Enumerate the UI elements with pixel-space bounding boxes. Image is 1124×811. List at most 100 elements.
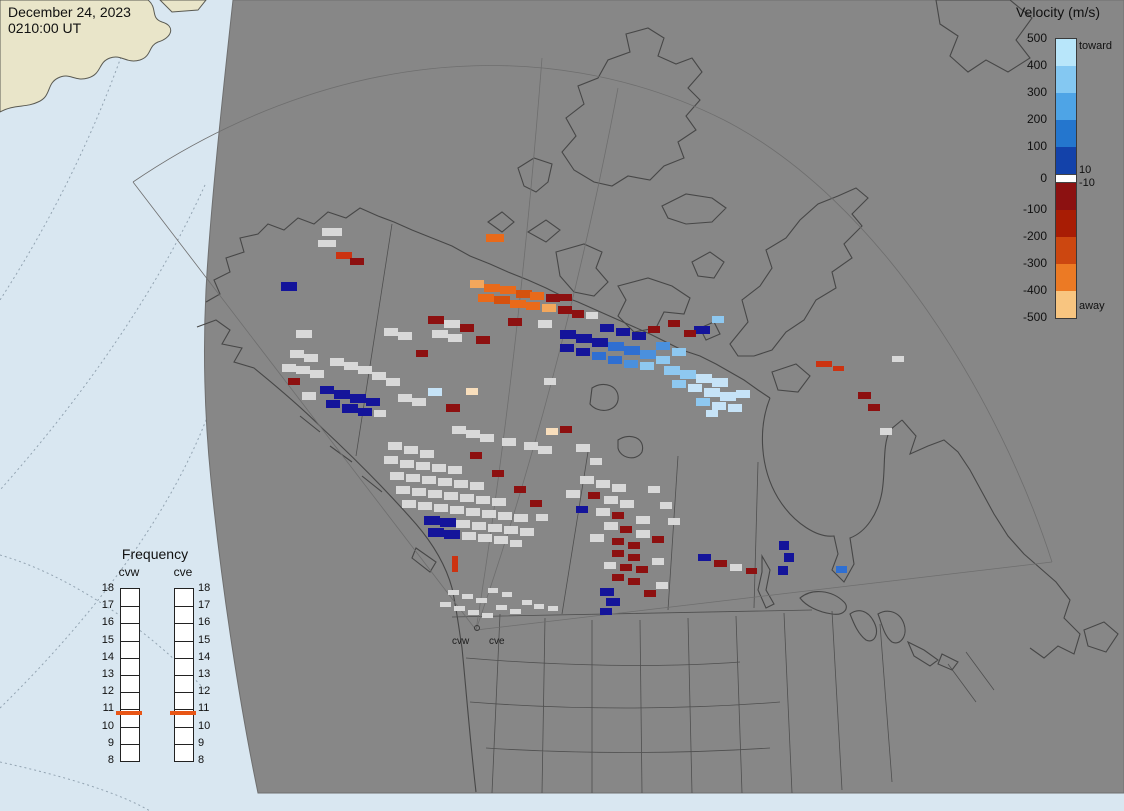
data-cell <box>628 578 640 585</box>
data-cell <box>560 330 576 339</box>
data-cell <box>546 428 558 435</box>
velocity-tick-label: 100 <box>1026 139 1047 153</box>
data-cell <box>560 344 574 352</box>
data-cell <box>480 434 494 442</box>
data-cell <box>858 392 871 399</box>
data-cell <box>620 564 632 571</box>
data-cell <box>502 438 516 446</box>
data-cell <box>466 508 480 516</box>
data-cell <box>326 400 340 408</box>
lakes <box>589 383 959 671</box>
data-cells <box>281 228 904 618</box>
freq-tick-label: 16 <box>198 616 211 629</box>
data-cell <box>454 606 465 611</box>
coast-west <box>196 319 477 793</box>
freq-tick-label: 17 <box>198 599 211 612</box>
data-cell <box>624 360 638 368</box>
data-cell <box>330 358 344 366</box>
data-cell <box>440 602 451 607</box>
data-cell <box>816 361 832 367</box>
data-cell <box>502 592 512 597</box>
freq-tick-label: 9 <box>198 736 205 749</box>
colorbar-segment <box>1056 210 1076 237</box>
data-cell <box>746 568 757 574</box>
data-cell <box>428 490 442 498</box>
data-cell <box>640 362 654 370</box>
data-cell <box>384 456 398 464</box>
data-cell <box>784 553 794 562</box>
data-cell <box>281 282 297 291</box>
data-cell <box>466 388 478 395</box>
data-cell <box>698 554 711 561</box>
data-cell <box>374 410 386 417</box>
data-cell <box>492 498 506 506</box>
freq-bar-cvw <box>120 588 140 762</box>
data-cell <box>778 566 788 575</box>
colorbar-segment <box>1056 237 1076 264</box>
data-cell <box>640 350 656 359</box>
data-cell <box>696 374 712 383</box>
frequency-title: Frequency <box>121 546 189 562</box>
data-cell <box>604 562 616 569</box>
freq-tick-label: 13 <box>101 668 114 680</box>
data-cell <box>664 366 680 375</box>
night-region <box>203 0 1124 794</box>
data-cell <box>386 378 400 386</box>
data-cell <box>680 370 696 379</box>
data-cell <box>398 394 412 402</box>
radar-fov-lines <box>132 57 1053 631</box>
freq-marker-cve <box>170 710 196 715</box>
freq-marker-cvw <box>116 710 142 715</box>
data-cell <box>484 284 500 292</box>
data-cell <box>608 356 622 364</box>
velocity-tick-label: 300 <box>1026 85 1047 99</box>
data-cell <box>494 296 510 304</box>
data-cell <box>592 338 608 347</box>
time-label: 0210:00 UT <box>8 20 82 37</box>
data-cell <box>476 336 490 344</box>
freq-tick-label: 10 <box>198 719 211 732</box>
data-cell <box>496 605 507 610</box>
data-cell <box>468 610 479 615</box>
data-cell <box>318 240 336 247</box>
coast-hudson-bay <box>761 397 903 583</box>
data-cell <box>656 342 670 350</box>
data-cell <box>590 458 602 465</box>
data-cell <box>302 392 316 400</box>
data-cell <box>320 386 334 394</box>
data-cell <box>488 588 498 593</box>
freq-tick-line <box>175 726 193 728</box>
data-cell <box>652 558 664 565</box>
data-cell <box>510 300 526 308</box>
data-cell <box>428 316 444 324</box>
data-cell <box>400 460 414 468</box>
data-cell <box>688 384 702 392</box>
velocity-legend-title: Velocity (m/s) <box>1015 4 1100 20</box>
data-cell <box>604 496 618 504</box>
freq-tick-line <box>175 675 193 676</box>
data-cell <box>560 294 572 301</box>
data-cell <box>612 538 624 545</box>
freq-tick-label: 14 <box>198 650 211 663</box>
data-cell <box>470 452 482 459</box>
freq-tick-label: 11 <box>198 702 210 715</box>
data-cell <box>516 290 532 298</box>
data-cell <box>390 472 404 480</box>
data-cell <box>536 514 548 521</box>
freq-tick-line <box>175 640 193 642</box>
data-cell <box>456 520 470 528</box>
data-cell <box>444 530 460 539</box>
freq-tick-label: 15 <box>101 633 114 646</box>
data-cell <box>600 588 614 596</box>
data-cell <box>720 392 736 401</box>
data-cell <box>494 536 508 544</box>
data-cell <box>310 370 324 378</box>
data-cell <box>450 506 464 514</box>
data-cell <box>704 388 720 397</box>
freq-tick-line <box>175 657 193 659</box>
data-cell <box>616 328 630 336</box>
data-cell <box>868 404 880 411</box>
data-cell <box>428 388 442 396</box>
data-cell <box>892 356 904 362</box>
data-cell <box>572 310 584 318</box>
